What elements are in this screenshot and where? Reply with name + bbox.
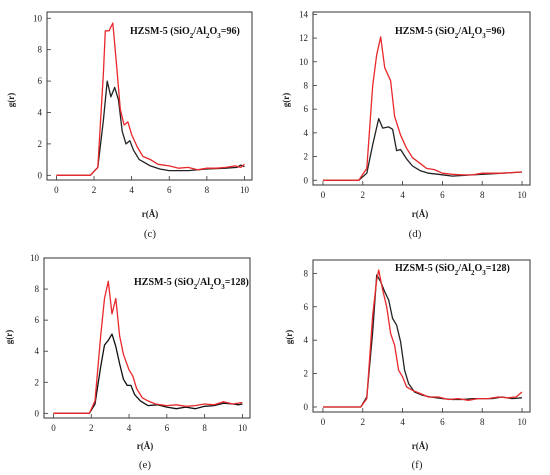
y-axis-label: g(r): [4, 330, 14, 345]
series-line-red: [53, 280, 243, 414]
y-tick-label: 8: [304, 80, 309, 90]
panel-caption: (d): [409, 228, 422, 240]
x-tick-label: 2: [361, 190, 366, 200]
x-tick-label: 4: [400, 417, 405, 427]
x-tick-label: 10: [238, 423, 248, 433]
x-tick-label: 10: [240, 185, 250, 195]
y-tick-label: 10: [30, 253, 40, 263]
y-tick-label: 0: [304, 175, 309, 185]
panel-caption: (e): [139, 459, 152, 471]
x-tick-label: 4: [400, 190, 405, 200]
y-tick-label: 6: [38, 76, 43, 86]
y-tick-label: 10: [299, 57, 309, 67]
x-tick-label: 2: [89, 423, 94, 433]
series-line-red: [323, 36, 523, 181]
y-tick-label: 12: [299, 33, 308, 43]
x-tick-label: 10: [518, 417, 528, 427]
x-tick-label: 6: [440, 417, 445, 427]
x-tick-label: 6: [167, 185, 172, 195]
y-tick-label: 4: [304, 335, 309, 345]
panel-caption: (f): [412, 459, 423, 471]
series-line-red: [323, 269, 523, 408]
y-axis-label: g(r): [6, 93, 16, 108]
x-tick-label: 6: [440, 190, 445, 200]
x-tick-label: 0: [54, 185, 59, 195]
x-axis-label: r(Å): [142, 209, 159, 219]
y-tick-label: 6: [35, 315, 40, 325]
x-axis-label: r(Å): [412, 209, 429, 219]
chart-title: HZSM-5 (SiO2/Al2O3=96): [130, 26, 240, 40]
y-tick-label: 0: [304, 402, 309, 412]
chart-title: HZSM-5 (SiO2/Al2O3=128): [134, 277, 249, 291]
x-axis-label: r(Å): [137, 441, 154, 451]
series-line-black: [53, 333, 243, 414]
x-tick-label: 8: [480, 417, 485, 427]
x-tick-label: 10: [518, 190, 528, 200]
y-tick-label: 6: [304, 104, 309, 114]
x-tick-label: 2: [361, 417, 366, 427]
y-tick-label: 2: [35, 377, 40, 387]
figure-panels: 0 2 4 6 8 10 0 2 4 6 8 10 r(Å) g(r) HZSM-5 (SiO2/Al2O3…: [4, 9, 531, 471]
y-axis-label: g(r): [284, 330, 294, 345]
y-tick-label: 2: [304, 152, 309, 162]
chart-panel-d: 0 2 4 6 8 10 0 2 4 6 8 10 12 14 r(Å) g(r) HZSM-5 (SiO2/A…: [281, 9, 531, 240]
plot-frame: [312, 259, 531, 413]
x-tick-label: 0: [321, 190, 326, 200]
y-tick-label: 8: [304, 268, 309, 278]
y-axis-label: g(r): [281, 93, 291, 108]
y-tick-label: 8: [38, 45, 43, 55]
chart-panel-c: 0 2 4 6 8 10 0 2 4 6 8 10 r(Å) g(r) HZSM-5 (SiO2/Al2O3…: [6, 11, 253, 240]
plot-frame: [43, 257, 251, 419]
y-tick-label: 10: [33, 13, 43, 23]
x-tick-label: 0: [51, 423, 56, 433]
x-tick-label: 6: [165, 423, 170, 433]
y-tick-label: 0: [35, 408, 40, 418]
panel-caption: (c): [144, 228, 157, 240]
x-tick-label: 0: [321, 417, 326, 427]
y-tick-label: 4: [38, 107, 43, 117]
chart-title: HZSM-5 (SiO2/Al2O3=128): [395, 263, 510, 277]
y-tick-label: 0: [38, 170, 43, 180]
series-line-red: [56, 22, 245, 176]
y-tick-label: 2: [304, 369, 309, 379]
chart-title: HZSM-5 (SiO2/Al2O3=96): [395, 26, 505, 40]
chart-panel-f: 0 2 4 6 8 10 0 2 4 6 8 r(Å) g(r) HZSM-5 (SiO2/Al2O3=1…: [284, 259, 531, 471]
plot-frame: [312, 11, 531, 186]
y-tick-label: 2: [38, 139, 43, 149]
x-tick-label: 2: [92, 185, 97, 195]
y-tick-label: 6: [304, 302, 309, 312]
x-tick-label: 8: [480, 190, 485, 200]
x-tick-label: 4: [127, 423, 132, 433]
x-tick-label: 4: [129, 185, 134, 195]
plot-frame: [46, 11, 253, 181]
y-tick-label: 4: [35, 346, 40, 356]
x-tick-label: 8: [205, 185, 210, 195]
x-axis-label: r(Å): [412, 441, 429, 451]
x-tick-label: 8: [202, 423, 207, 433]
y-tick-label: 14: [299, 9, 309, 19]
y-tick-label: 4: [304, 128, 309, 138]
chart-panel-e: 0 2 4 6 8 10 0 2 4 6 8 10 r(Å) g(r) HZSM-5 (SiO2/Al2O3…: [4, 253, 251, 471]
y-tick-label: 8: [35, 284, 40, 294]
